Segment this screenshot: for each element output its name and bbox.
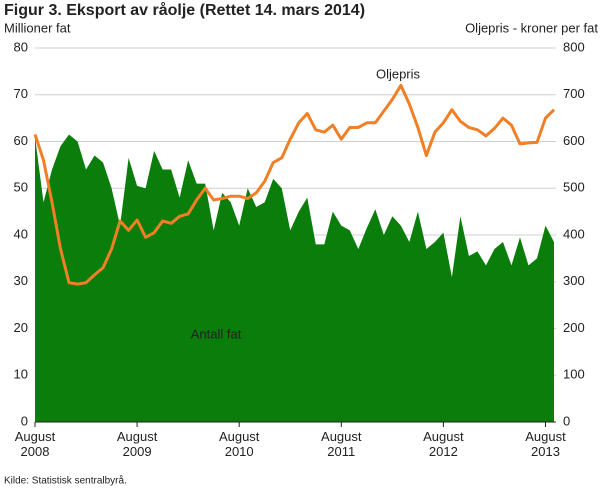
y-tick-label: 80 bbox=[14, 39, 28, 54]
line bbox=[33, 83, 556, 286]
x-tick-label: August 2010 bbox=[218, 429, 260, 459]
chart-title: Figur 3. Eksport av råolje (Rettet 14. m… bbox=[4, 1, 365, 19]
y-tick-label: 10 bbox=[14, 367, 28, 382]
y-tick-label: 50 bbox=[14, 180, 28, 195]
series-label: Antall fat bbox=[191, 326, 242, 341]
y2-tick-label: 200 bbox=[563, 320, 585, 335]
y-tick-label: 60 bbox=[14, 133, 28, 148]
y2-tick-label: 0 bbox=[563, 413, 570, 428]
x-tick-label: August 2011 bbox=[321, 429, 362, 459]
y2-tick-label: 300 bbox=[563, 273, 585, 288]
y-tick-label: 30 bbox=[14, 273, 28, 288]
area bbox=[35, 134, 554, 423]
x-tick-label: August 2008 bbox=[14, 429, 56, 459]
y2-tick-label: 100 bbox=[563, 367, 585, 382]
y-axis-label: Millioner fat bbox=[4, 20, 71, 35]
series-label: Oljepris bbox=[376, 66, 421, 81]
y-tick-label: 0 bbox=[21, 413, 28, 428]
y2-tick-label: 400 bbox=[563, 226, 585, 241]
y-tick-label: 40 bbox=[14, 226, 28, 241]
y2-tick-label: 700 bbox=[563, 86, 585, 101]
y2-tick-label: 800 bbox=[563, 39, 585, 54]
y2-tick-label: 600 bbox=[563, 133, 585, 148]
x-tick-label: August 2009 bbox=[116, 429, 158, 459]
y2-axis-label: Oljepris - kroner per fat bbox=[465, 20, 598, 35]
x-tick-label: August 2012 bbox=[423, 429, 464, 459]
y-tick-label: 20 bbox=[14, 320, 28, 335]
source: Kilde: Statistisk sentralbyrå. bbox=[4, 475, 127, 487]
y2-tick-label: 500 bbox=[563, 180, 585, 195]
y-tick-label: 70 bbox=[14, 86, 28, 101]
x-tick-label: August 2013 bbox=[525, 429, 566, 459]
